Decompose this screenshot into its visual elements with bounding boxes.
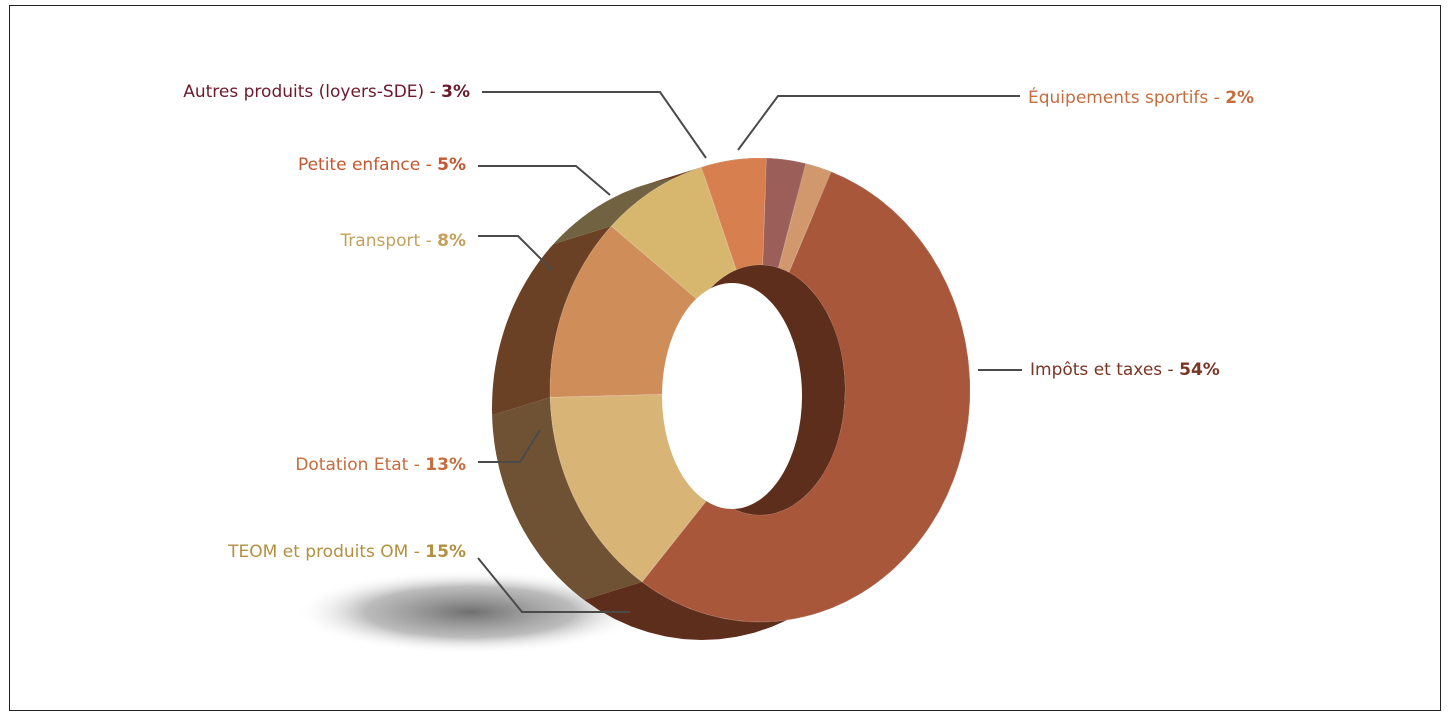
slice-label-6: Équipements sportifs - 2%: [1028, 86, 1254, 108]
slice-label-pct-0: 54%: [1179, 360, 1220, 380]
slice-label-pct-1: 15%: [425, 542, 466, 562]
slice-label-pct-5: 3%: [441, 82, 470, 102]
leader-line-5: [482, 91, 707, 159]
slice-label-name-3: Transport -: [339, 231, 437, 251]
leader-line-3: [478, 235, 553, 271]
slice-label-0: Impôts et taxes - 54%: [1030, 360, 1220, 380]
slice-side-0: [584, 171, 970, 640]
slice-label-name-2: Dotation Etat -: [295, 455, 425, 475]
slice-label-name-6: Équipements sportifs -: [1028, 86, 1225, 108]
slice-label-pct-2: 13%: [425, 455, 466, 475]
slice-label-4: Petite enfance - 5%: [298, 155, 466, 175]
leader-line-1: [477, 557, 630, 613]
slice-label-3: Transport - 8%: [339, 231, 466, 251]
slice-side-3: [553, 167, 702, 244]
leader-line-4: [478, 165, 611, 196]
leader-line-2: [478, 429, 541, 463]
slice-label-5: Autres produits (loyers-SDE) - 3%: [183, 82, 470, 102]
slice-label-name-0: Impôts et taxes -: [1030, 360, 1179, 380]
donut-hole: [662, 283, 802, 509]
drop-shadow: [295, 570, 645, 654]
slice-label-name-4: Petite enfance -: [298, 155, 437, 175]
leader-line-6: [737, 95, 1020, 151]
slice-label-name-5: Autres produits (loyers-SDE) -: [183, 82, 441, 102]
slice-label-pct-4: 5%: [437, 155, 466, 175]
slice-label-pct-6: 2%: [1225, 88, 1254, 108]
slice-label-2: Dotation Etat - 13%: [295, 455, 466, 475]
slice-side-2: [492, 226, 612, 416]
slice-label-pct-3: 8%: [437, 231, 466, 251]
slice-label-name-1: TEOM et produits OM -: [227, 542, 425, 562]
slice-label-1: TEOM et produits OM - 15%: [227, 542, 466, 562]
